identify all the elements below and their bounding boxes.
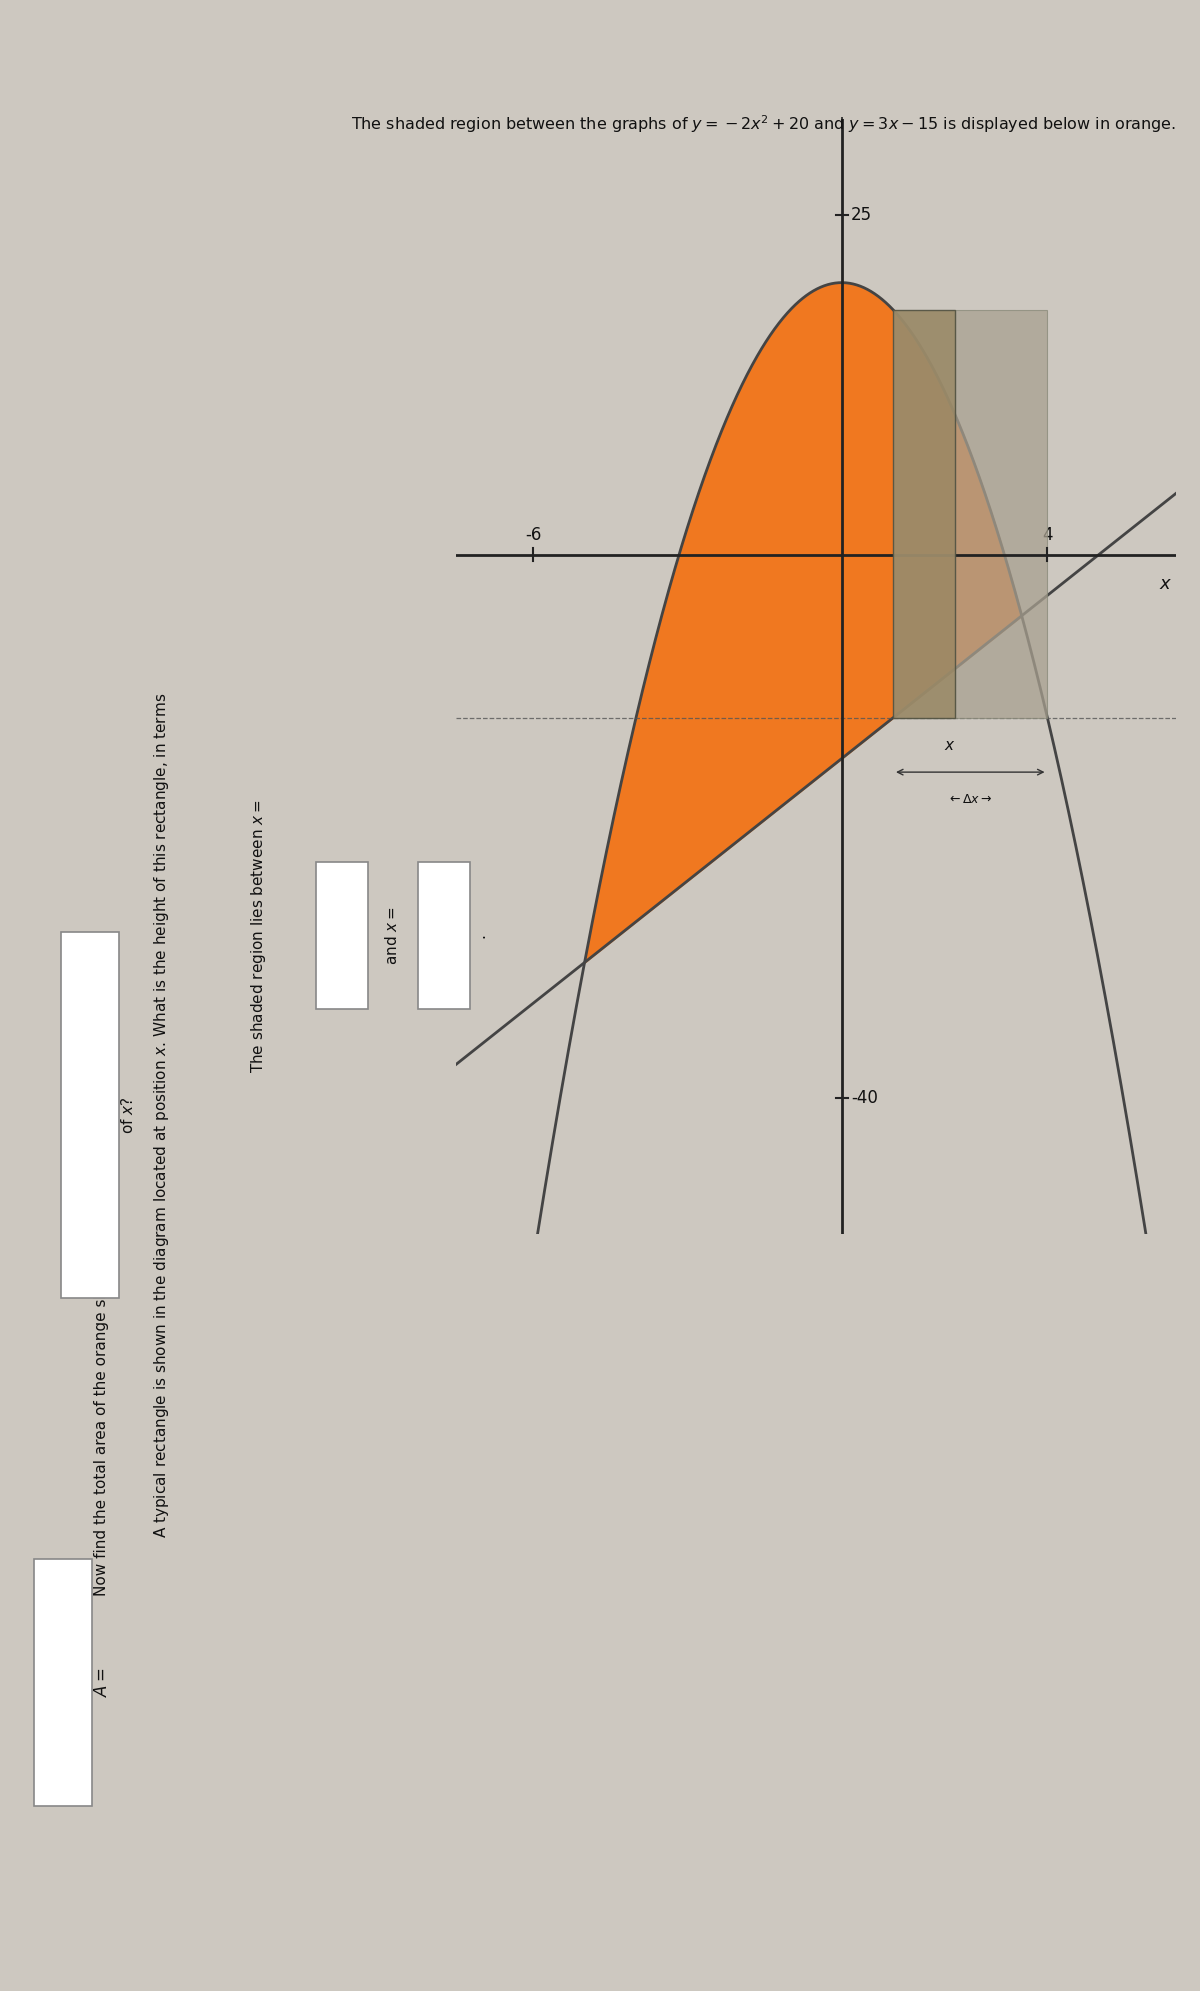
Text: -6: -6: [524, 526, 541, 544]
Text: $A = $: $A = $: [94, 1668, 110, 1696]
Bar: [893, 311, 955, 717]
FancyBboxPatch shape: [60, 932, 120, 1298]
Text: -40: -40: [851, 1089, 878, 1107]
Text: $x$: $x$: [944, 739, 955, 753]
Text: The shaded region lies between $x = $: The shaded region lies between $x = $: [248, 798, 268, 1073]
Text: and $x = $: and $x = $: [384, 906, 401, 966]
Text: A typical rectangle is shown in the diagram located at position $x$. What is the: A typical rectangle is shown in the diag…: [152, 693, 172, 1537]
FancyBboxPatch shape: [418, 862, 470, 1009]
Text: $x$: $x$: [1159, 575, 1172, 593]
Text: 4: 4: [1042, 526, 1052, 544]
FancyBboxPatch shape: [34, 1559, 92, 1806]
FancyBboxPatch shape: [316, 862, 368, 1009]
Text: Now find the total area of the orange shaded region.: Now find the total area of the orange sh…: [95, 1193, 109, 1595]
Text: The shaded region between the graphs of $y = -2x^2 + 20$ and $y = 3x - 15$ is di: The shaded region between the graphs of …: [350, 113, 1176, 135]
Bar: [955, 311, 1048, 717]
Text: $\leftarrow \Delta x \rightarrow$: $\leftarrow \Delta x \rightarrow$: [948, 792, 994, 806]
Text: .: .: [473, 934, 487, 938]
Text: of $x$?: of $x$?: [120, 1097, 137, 1133]
Text: 25: 25: [851, 205, 872, 223]
